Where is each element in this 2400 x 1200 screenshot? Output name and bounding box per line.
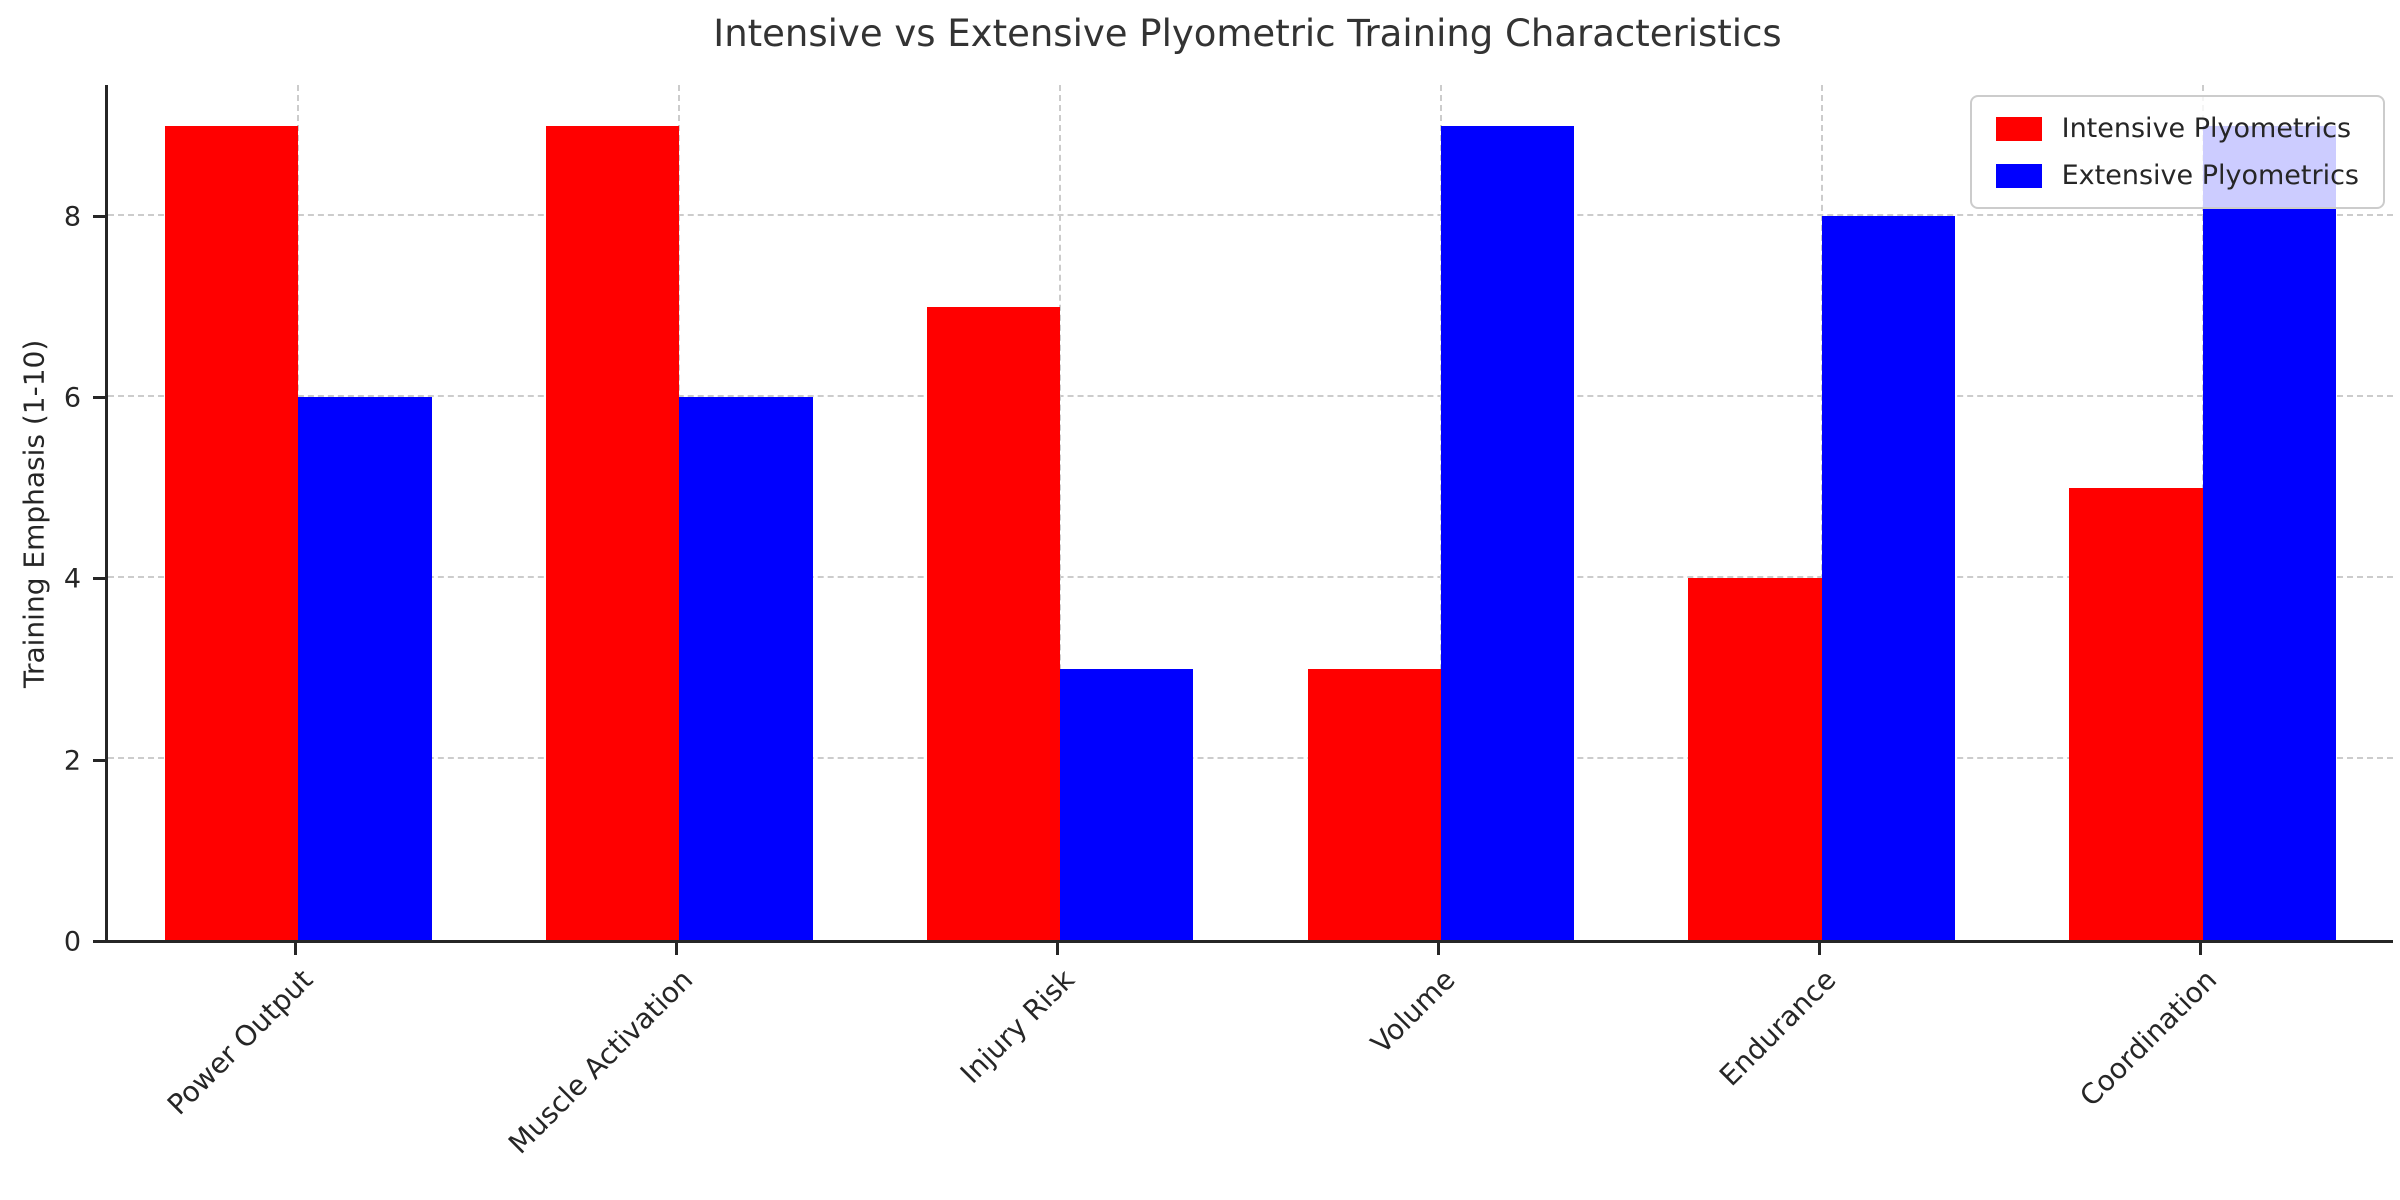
grid-line-horizontal (108, 576, 2393, 579)
y-tick-mark (93, 577, 105, 581)
x-tick-label: Injury Risk (953, 963, 1081, 1090)
x-tick-label: Muscle Activation (502, 963, 700, 1161)
legend-swatch-intensive (1995, 116, 2042, 141)
x-tick-mark (2198, 943, 2202, 955)
bar-intensive-plyometrics-injury-risk (926, 306, 1061, 940)
y-tick-label: 8 (63, 201, 81, 232)
x-tick-label: Volume (1364, 963, 1462, 1060)
x-tick-label: Power Output (160, 963, 319, 1122)
x-tick-label: Coordination (2073, 963, 2223, 1113)
y-tick-mark (93, 758, 105, 762)
y-tick-mark (93, 940, 105, 943)
bar-extensive-plyometrics-volume (1440, 125, 1575, 940)
grid-line-horizontal (108, 214, 2393, 217)
bar-extensive-plyometrics-coordination (2202, 125, 2336, 940)
legend-label-extensive: Extensive Plyometrics (2061, 160, 2359, 191)
x-tick-mark (675, 943, 679, 955)
chart-title: Intensive vs Extensive Plyometric Traini… (713, 12, 1782, 55)
bar-intensive-plyometrics-muscle-activation (545, 125, 680, 940)
bar-extensive-plyometrics-injury-risk (1060, 668, 1194, 940)
bar-extensive-plyometrics-power-output (298, 397, 432, 940)
x-axis: Power Output Muscle Activation Injury Risk… (105, 943, 2390, 1200)
x-tick-mark (1817, 943, 1821, 955)
bar-intensive-plyometrics-power-output (165, 125, 299, 940)
y-tick-label: 6 (63, 382, 81, 414)
legend-swatch-extensive (1995, 163, 2042, 188)
y-tick-label: 2 (63, 745, 81, 777)
x-tick-mark (1436, 943, 1440, 955)
bar-intensive-plyometrics-volume (1307, 668, 1441, 940)
y-tick-mark (93, 214, 105, 218)
y-tick-label: 0 (63, 926, 81, 958)
x-tick-mark (294, 943, 298, 955)
legend-label-intensive: Intensive Plyometrics (2061, 113, 2352, 144)
grid-line-horizontal (108, 757, 2393, 760)
bar-extensive-plyometrics-endurance (1821, 216, 1956, 940)
y-axis: 0 2 4 6 8 (0, 85, 105, 958)
x-tick-label: Endurance (1712, 963, 1843, 1093)
legend-item-intensive: Intensive Plyometrics (1995, 113, 2359, 144)
bar-intensive-plyometrics-coordination (2069, 487, 2203, 940)
bar-intensive-plyometrics-endurance (1688, 578, 1822, 940)
legend-item-extensive: Extensive Plyometrics (1995, 160, 2359, 191)
legend: Intensive Plyometrics Extensive Plyometr… (1969, 95, 2385, 209)
plot-area: Intensive Plyometrics Extensive Plyometr… (105, 85, 2393, 943)
grid-line-horizontal (108, 395, 2393, 398)
y-tick-label: 4 (63, 563, 81, 595)
bar-extensive-plyometrics-muscle-activation (679, 397, 813, 940)
y-tick-mark (93, 395, 105, 399)
grid-line-vertical (1059, 85, 1062, 940)
x-tick-mark (1056, 943, 1060, 955)
